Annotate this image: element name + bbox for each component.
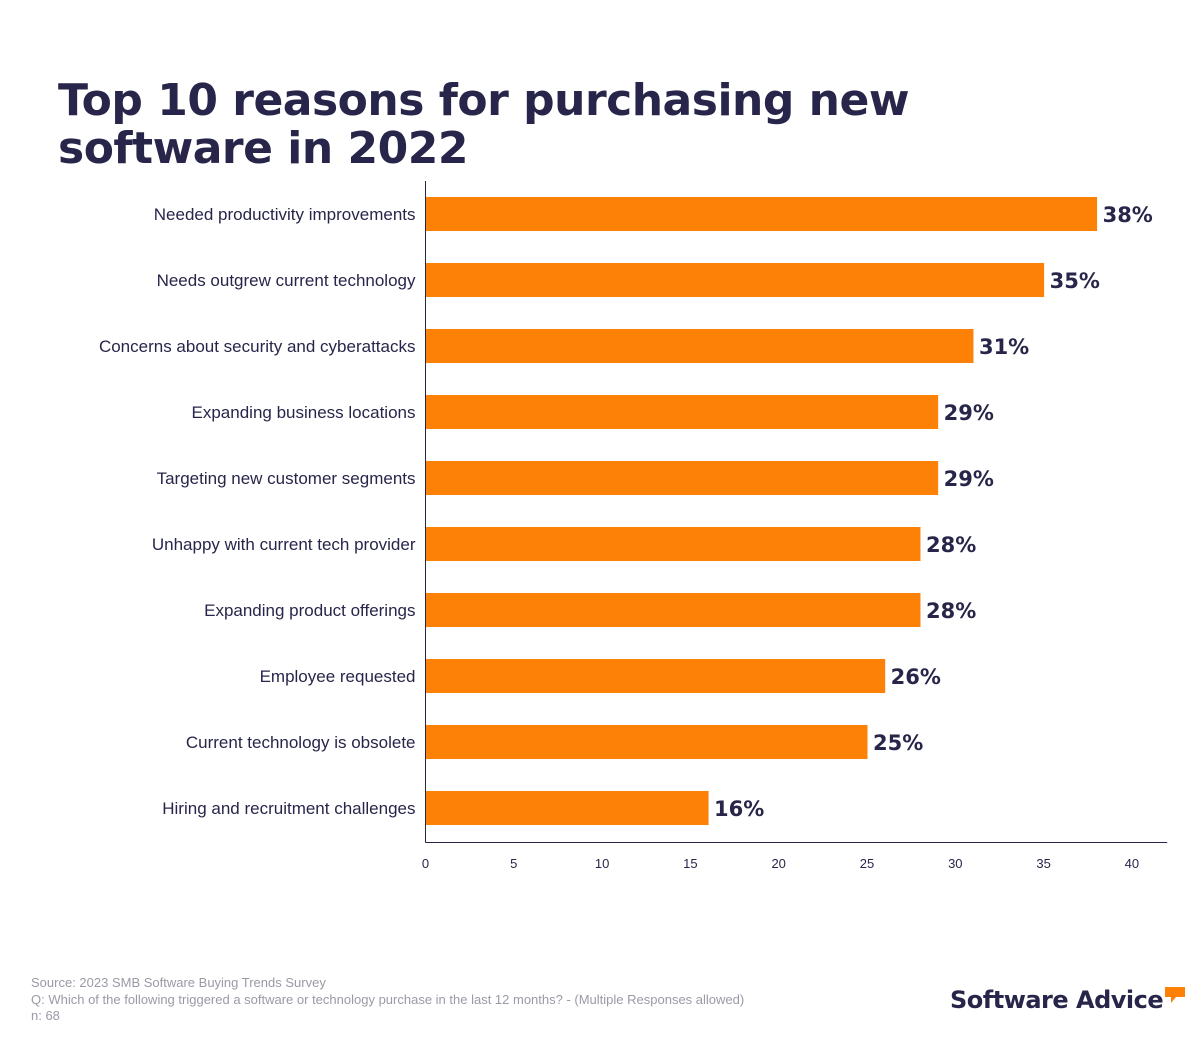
- bar: [426, 791, 709, 825]
- category-label: Concerns about security and cyberattacks: [99, 337, 416, 356]
- chart-title-line-2: software in 2022: [58, 123, 468, 175]
- data-label: 35%: [1050, 269, 1100, 293]
- bar: [426, 593, 921, 627]
- x-tick-label: 35: [1036, 856, 1050, 871]
- chart-title: Top 10 reasons for purchasing new softwa…: [58, 77, 1058, 173]
- data-label: 28%: [926, 533, 976, 557]
- bar: [426, 263, 1045, 297]
- category-label: Expanding business locations: [192, 403, 416, 422]
- brand-logo: Software Advice: [950, 984, 1186, 1016]
- category-label: Current technology is obsolete: [186, 733, 416, 752]
- sample-size-note: n: 68: [31, 1008, 60, 1023]
- category-label: Needed productivity improvements: [154, 205, 416, 224]
- data-label: 38%: [1103, 203, 1153, 227]
- data-label: 28%: [926, 599, 976, 623]
- category-label: Targeting new customer segments: [157, 469, 416, 488]
- chart-footer: Source: 2023 SMB Software Buying Trends …: [31, 975, 744, 1025]
- speech-bubble-icon: [1165, 987, 1186, 1003]
- category-label: Expanding product offerings: [204, 601, 415, 620]
- bar: [426, 329, 974, 363]
- data-label: 29%: [944, 401, 994, 425]
- data-label: 29%: [944, 467, 994, 491]
- bar: [426, 659, 886, 693]
- bar: [426, 527, 921, 561]
- bar-chart: Needed productivity improvements 38% Needs…: [99, 181, 1168, 871]
- category-label: Hiring and recruitment challenges: [162, 799, 415, 818]
- data-label: 26%: [891, 665, 941, 689]
- data-label: 25%: [873, 731, 923, 755]
- category-label: Needs outgrew current technology: [157, 271, 416, 290]
- x-tick-label: 40: [1125, 856, 1139, 871]
- brand-name: Software Advice: [950, 986, 1164, 1014]
- source-note: Source: 2023 SMB Software Buying Trends …: [31, 975, 326, 990]
- category-label: Employee requested: [260, 667, 416, 686]
- x-tick-label: 20: [771, 856, 785, 871]
- question-note: Q: Which of the following triggered a so…: [31, 991, 745, 1007]
- category-label: Unhappy with current tech provider: [152, 535, 416, 554]
- x-tick-label: 0: [422, 856, 429, 871]
- bar: [426, 395, 939, 429]
- data-label: 16%: [714, 797, 764, 821]
- bar: [426, 461, 939, 495]
- x-tick-label: 10: [595, 856, 609, 871]
- bar: [426, 197, 1098, 231]
- x-tick-label: 25: [860, 856, 874, 871]
- x-tick-label: 5: [510, 856, 517, 871]
- x-tick-label: 15: [683, 856, 697, 871]
- x-tick-label: 30: [948, 856, 962, 871]
- bar: [426, 725, 868, 759]
- data-label: 31%: [979, 335, 1029, 359]
- chart-title-line-1: Top 10 reasons for purchasing new: [58, 75, 909, 127]
